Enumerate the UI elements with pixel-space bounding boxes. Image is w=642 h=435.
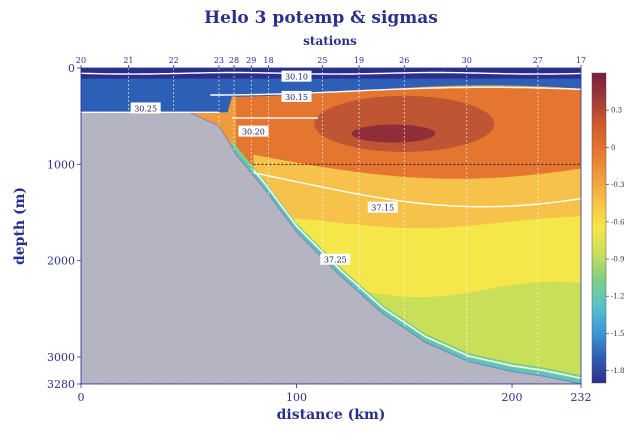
station-label-8: 19 [354,56,364,65]
plot-area: 30.10 30.15 30.25 30.20 37.15 37.25 [81,68,581,384]
x-tick-label-2: 200 [502,391,523,404]
colorbar-tick-label-7: -1.8 [611,367,625,375]
y-tick-label-1: 1000 [47,158,75,171]
station-label-1: 21 [123,56,133,65]
x-tick-label-3: 232 [571,391,592,404]
contour-label-1: 30.15 [281,90,312,102]
contour-label-text-0: 30.10 [285,73,308,82]
contour-line-1 [210,86,581,96]
station-label-6: 18 [263,56,273,65]
station-label-11: 27 [533,56,543,65]
x-axis-label: distance (km) [277,407,386,423]
contour-label-0: 30.10 [281,70,312,82]
x-axis: 0 100 200 232 [78,384,592,404]
station-ticks: 20 21 22 23 28 29 18 25 19 26 30 27 17 [76,56,586,68]
x-tick-label-1: 100 [286,391,307,404]
contour-label-text-2: 30.25 [134,104,157,113]
contour-label-2: 30.25 [130,102,161,114]
station-label-5: 29 [246,56,256,65]
colorbar-tick-label-5: -1.2 [611,293,625,301]
station-label-7: 25 [317,56,327,65]
contour-label-bg-0 [281,70,312,82]
colorbar-tick-label-2: -0.3 [611,181,625,189]
station-label-3: 23 [214,56,224,65]
contour-label-bg-4 [367,201,398,213]
contour-label-bg-2 [130,102,161,114]
colorbar-tick-label-1: 0 [611,144,615,152]
colorbar-tick-label-4: -0.9 [611,256,625,264]
band-warm-mid [253,154,581,228]
station-label-10: 30 [462,56,472,65]
contour-line-0 [81,71,581,75]
colorbar-gradient [591,72,607,384]
band-green [275,202,581,384]
y-axis: 0 1000 2000 3000 3280 [47,62,81,391]
contour-label-bg-1 [281,90,312,102]
contour-label-4: 37.15 [367,201,398,213]
y-tick-label-0: 0 [68,62,75,75]
bathymetry [81,111,581,384]
station-label-12: 17 [576,56,586,65]
contour-label-5: 37.25 [320,253,351,265]
x-tick-label-0: 0 [78,391,85,404]
station-label-0: 20 [76,56,86,65]
contour-label-bg-5 [320,253,351,265]
colorbar-tick-label-6: -1.5 [611,330,625,338]
band-yellow [275,202,581,298]
contour-label-text-5: 37.25 [324,256,347,265]
contour-label-text-4: 37.15 [371,204,394,213]
y-tick-label-2: 2000 [47,255,75,268]
y-tick-label-3: 3000 [47,351,75,364]
contour-label-3: 30.20 [238,125,269,137]
plot-frame [80,67,582,385]
y-axis-label: depth (m) [12,187,28,265]
contour-line-5 [252,169,581,379]
contour-line-4 [253,172,581,208]
colorbar-tick-label-3: -0.6 [611,218,625,226]
colorbar: 0.3 0 -0.3 -0.6 -0.9 -1.2 -1.5 -1.8 [591,72,625,384]
surface-coldest-layer [81,68,581,79]
contour-label-bg-3 [238,125,269,137]
surface-cold-layer [81,68,581,113]
chart-subtitle: stations [303,34,357,48]
colorbar-tick-label-0: 0.3 [611,107,622,115]
contour-label-text-1: 30.15 [285,93,308,102]
chart-title: Helo 3 potemp & sigmas [204,8,438,28]
y-tick-label-4: 3280 [47,378,75,391]
station-label-2: 22 [169,56,179,65]
contour-label-text-3: 30.20 [242,128,265,137]
station-label-9: 26 [399,56,409,65]
station-label-4: 28 [229,56,239,65]
